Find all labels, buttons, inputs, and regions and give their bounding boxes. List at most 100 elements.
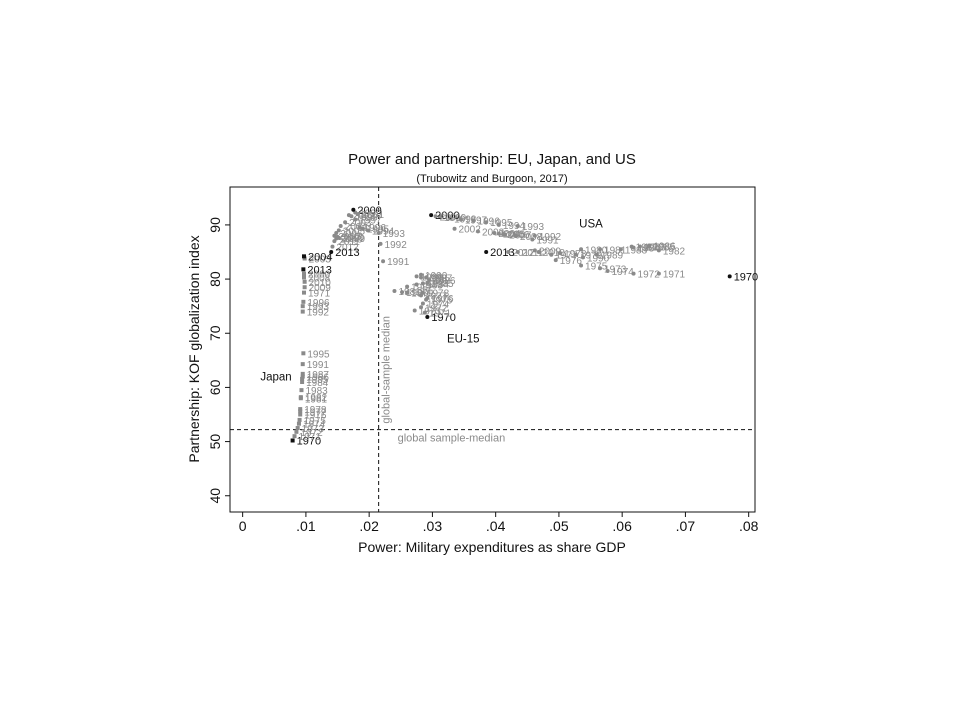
data-point-label: 1995	[490, 218, 513, 229]
data-point-label: 2009	[539, 246, 562, 257]
data-points: 1970197119721973197419751976197719781979…	[260, 205, 758, 448]
data-point-label: 1979	[411, 289, 434, 300]
data-point	[605, 268, 610, 273]
data-point-label: 1975	[430, 296, 453, 307]
data-point-label: 1977	[304, 407, 327, 418]
series-eu-15: 1970197119721973197419751976197719781979…	[329, 205, 456, 324]
data-point-label: 1998	[355, 212, 378, 223]
y-tick-label: 60	[207, 379, 223, 395]
data-point-label: 1976	[304, 411, 327, 422]
data-point-label: 2007	[338, 232, 361, 243]
data-point	[656, 248, 661, 253]
data-point-label: 2013	[490, 247, 514, 259]
data-point-label: 1979	[580, 251, 603, 262]
data-point	[302, 254, 307, 259]
data-point	[425, 296, 430, 301]
data-point-label: 1991	[536, 236, 559, 247]
group-label: USA	[579, 219, 603, 231]
data-point-label: 1974	[612, 267, 635, 278]
data-point	[335, 234, 340, 239]
data-point	[484, 220, 489, 225]
data-point	[338, 224, 343, 228]
data-point-label: 2013	[335, 247, 359, 259]
data-point-label: 1970	[734, 271, 758, 283]
data-point	[299, 388, 304, 393]
data-point-label: 2011	[522, 248, 544, 259]
data-point-label: 1991	[387, 257, 410, 268]
data-point	[419, 272, 424, 277]
data-point-label: 1973	[604, 264, 627, 275]
data-point	[332, 239, 337, 244]
x-axis-title: Power: Military expenditures as share GD…	[358, 539, 626, 555]
data-point-label: 1983	[305, 386, 328, 397]
data-point-label: 2009	[343, 234, 366, 245]
data-point	[412, 308, 417, 313]
data-point-label: 2004	[498, 229, 521, 240]
data-point-label: 1985	[431, 279, 454, 290]
data-point	[302, 256, 307, 261]
data-point	[637, 244, 642, 249]
data-point	[427, 278, 432, 283]
data-point	[553, 258, 558, 263]
data-point	[376, 231, 381, 236]
data-point-label: 1973	[302, 424, 325, 435]
data-point-label: 2001	[440, 212, 463, 223]
data-point	[433, 214, 438, 219]
data-point	[515, 250, 520, 254]
data-point-label: 1998	[454, 214, 477, 225]
data-point	[400, 290, 405, 295]
data-point-label: 2000	[357, 205, 381, 217]
data-point-label: 1981	[398, 287, 421, 298]
data-point	[484, 250, 489, 254]
data-point	[496, 222, 501, 227]
data-point	[300, 309, 305, 314]
y-tick-label: 80	[207, 271, 223, 287]
data-point	[420, 281, 425, 286]
data-point	[631, 271, 636, 276]
data-point	[513, 233, 518, 238]
data-point	[294, 429, 299, 434]
data-point-label: 1995	[367, 225, 390, 236]
data-point-label: 2010	[342, 233, 365, 244]
data-point-label: 2004	[345, 222, 368, 233]
data-point	[301, 267, 306, 272]
data-point-label: 2012	[512, 248, 535, 259]
data-point-label: 1980	[585, 245, 608, 256]
data-point-label: 1999	[359, 208, 382, 219]
data-point	[448, 216, 453, 221]
data-point-label: 2011	[338, 237, 360, 248]
data-point	[420, 290, 425, 295]
data-point-label: 1984	[638, 244, 661, 255]
data-point-label: 1985	[653, 243, 676, 254]
data-point	[419, 305, 424, 310]
data-point	[302, 275, 307, 280]
data-point-label: 1982	[663, 246, 686, 257]
y-axis-title: Partnership: KOF globalization index	[186, 235, 202, 462]
data-point	[300, 374, 305, 379]
data-point	[336, 228, 341, 233]
chart-title: Power and partnership: EU, Japan, and US	[348, 151, 636, 168]
data-point-label: 1973	[419, 307, 442, 318]
data-point	[629, 244, 634, 249]
data-point	[618, 247, 623, 252]
data-point-label: 1995	[307, 349, 330, 360]
data-point	[656, 271, 661, 276]
data-point-label: 1988	[425, 273, 448, 284]
data-point-label: 1971	[299, 432, 322, 443]
data-point-label: 1984	[306, 378, 329, 389]
data-point	[360, 226, 365, 231]
data-point	[579, 263, 584, 268]
data-point	[438, 214, 442, 219]
series-usa: 1970197119721973197419751976197719781979…	[429, 210, 758, 283]
data-point	[301, 351, 306, 356]
data-point-label: 2000	[308, 270, 331, 281]
data-point	[292, 434, 297, 439]
data-point-label: 1972	[425, 303, 448, 314]
data-point-label: 1986	[307, 373, 330, 384]
data-point	[549, 252, 554, 257]
data-point	[429, 213, 434, 218]
data-point-label: 1971	[663, 270, 686, 281]
data-point	[298, 407, 303, 412]
data-point	[414, 282, 419, 287]
